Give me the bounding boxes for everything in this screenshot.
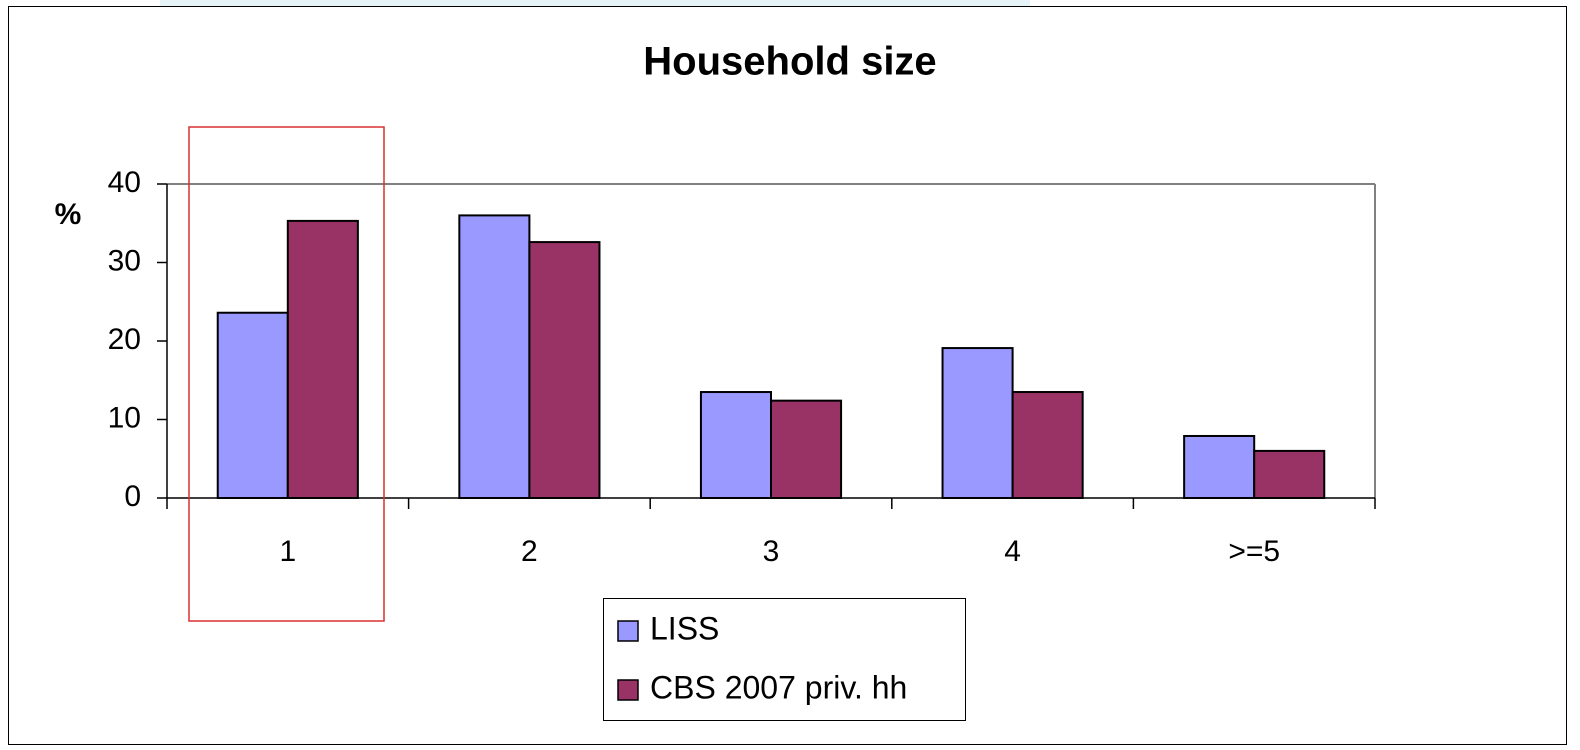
- legend: LISS CBS 2007 priv. hh: [603, 598, 966, 721]
- bar: [1253, 449, 1326, 499]
- bar: [1183, 434, 1256, 499]
- bar: [770, 399, 843, 499]
- x-tick-label: 4: [1004, 535, 1021, 568]
- chart-title: Household size: [643, 40, 936, 84]
- legend-swatch: [617, 679, 639, 701]
- x-tick-label: >=5: [1228, 535, 1280, 568]
- y-tick-label: 30: [108, 244, 141, 277]
- y-axis-label: %: [55, 198, 82, 231]
- legend-box: [603, 598, 966, 721]
- y-tick-label: 40: [108, 166, 141, 199]
- bar: [1011, 391, 1084, 499]
- bar: [941, 347, 1014, 499]
- bar: [216, 311, 289, 499]
- y-tick-label: 10: [108, 401, 141, 434]
- legend-swatch: [617, 620, 639, 642]
- x-tick-label: 1: [279, 535, 296, 568]
- bar: [528, 241, 601, 499]
- x-tick-label: 3: [763, 535, 780, 568]
- bar: [458, 214, 531, 499]
- y-tick-label: 20: [108, 323, 141, 356]
- top-band: [160, 0, 1030, 6]
- y-tick-label: 0: [124, 480, 141, 513]
- x-tick-label: 2: [521, 535, 538, 568]
- bar: [286, 219, 359, 500]
- legend-label: CBS 2007 priv. hh: [650, 669, 907, 705]
- highlight-box: [188, 126, 385, 622]
- chart-frame: [8, 6, 1567, 745]
- legend-label: LISS: [650, 610, 719, 646]
- bar: [699, 391, 772, 499]
- plot-area: 0 10 20 30 40 1 2 3 4 >=5: [108, 166, 1376, 568]
